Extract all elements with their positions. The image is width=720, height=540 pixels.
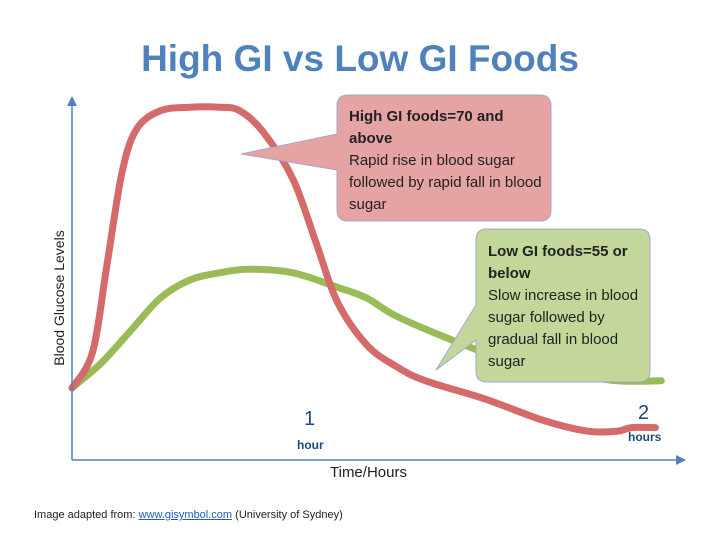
high-gi-curve	[68, 103, 659, 436]
low-gi-callout-body: Slow increase in blood sugar followed by…	[488, 287, 639, 370]
x-axis-label: Time/Hours	[330, 464, 407, 481]
high-gi-callout-text: High GI foods=70 and above Rapid rise in…	[349, 106, 544, 216]
image-credit: Image adapted from: www.gisymbol.com (Un…	[34, 509, 343, 521]
chart-title: High GI vs Low GI Foods	[141, 38, 579, 79]
credit-prefix: Image adapted from:	[34, 509, 139, 521]
high-gi-callout	[240, 94, 552, 222]
x-tick-2-number: 2	[638, 402, 650, 424]
axis-layer	[67, 96, 686, 465]
high-gi-callout-body: Rapid rise in blood sugar followed by ra…	[349, 152, 542, 213]
x-axis-arrow	[676, 455, 686, 465]
low-gi-callout-heading: Low GI foods=55 or below	[488, 243, 628, 282]
x-tick-1-unit: hour	[297, 438, 324, 452]
credit-link[interactable]: www.gisymbol.com	[138, 509, 233, 521]
low-gi-callout-text: Low GI foods=55 or below Slow increase i…	[488, 241, 648, 373]
x-tick-2-unit: hours	[628, 430, 662, 444]
y-axis-arrow	[67, 96, 77, 106]
credit-suffix: (University of Sydney)	[232, 509, 343, 521]
y-axis-label: Blood Glucose Levels	[51, 230, 67, 366]
low-gi-callout	[435, 228, 651, 383]
high-gi-callout-heading: High GI foods=70 and above	[349, 108, 504, 147]
callout-layer	[240, 94, 651, 383]
x-tick-1-number: 1	[304, 408, 316, 430]
